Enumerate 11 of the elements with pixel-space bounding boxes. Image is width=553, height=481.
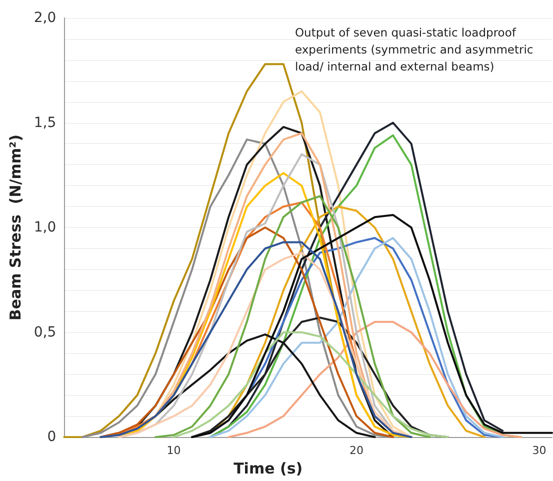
y-tick-label: 2,0 bbox=[34, 10, 56, 26]
y-tick-label: 1,0 bbox=[34, 220, 56, 236]
annotation: Output of seven quasi-static loadproof experiments (symmetric and asymmetric load/ internal and external beams) bbox=[295, 26, 537, 74]
y-tick-label: 0,5 bbox=[34, 324, 56, 340]
y-axis-title: Beam Stress (N/mm²) bbox=[6, 134, 24, 321]
x-tick-label: 20 bbox=[350, 444, 364, 458]
x-axis-title: Time (s) bbox=[234, 460, 303, 478]
x-tick-label: 10 bbox=[166, 444, 181, 458]
y-tick-label: 1,5 bbox=[34, 114, 56, 131]
x-tick-label: 30 bbox=[532, 444, 546, 458]
y-tick-label: 0 bbox=[47, 429, 56, 446]
